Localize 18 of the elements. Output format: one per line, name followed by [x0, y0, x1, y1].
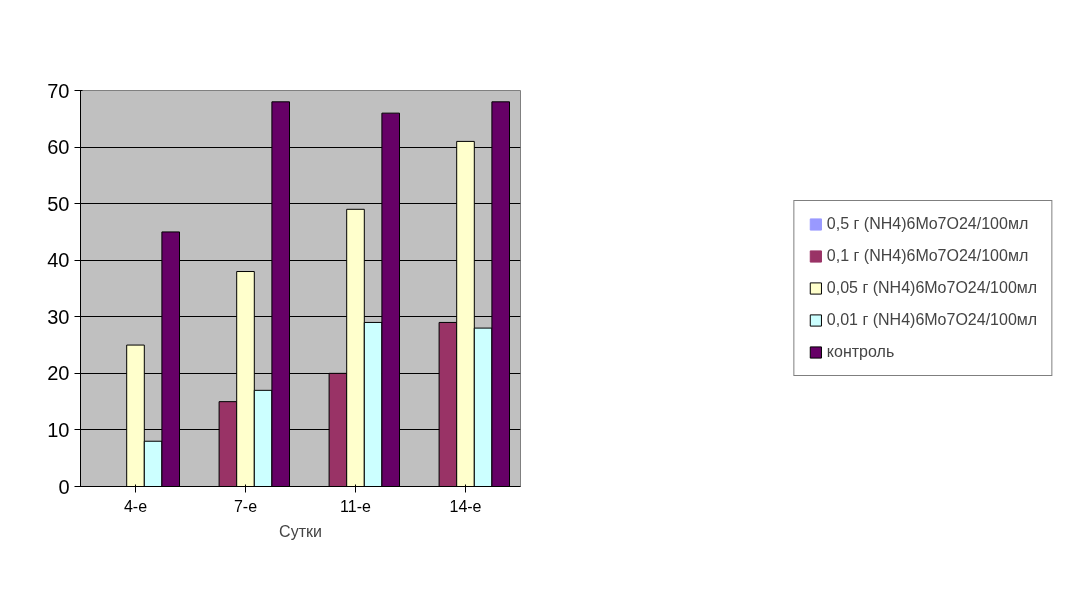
x-tick-label: 4-е [123, 497, 148, 515]
x-tick-label: 11-е [340, 497, 372, 515]
legend-label: 0,01 г (NH4)6Mo7O24/100мл [826, 311, 1038, 329]
legend-label: 0,05 г (NH4)6Mo7O24/100мл [826, 279, 1038, 297]
legend-label: контроль [826, 343, 895, 361]
y-tick-label: 70 [47, 79, 70, 102]
y-tick-label: 50 [47, 192, 70, 215]
y-tick-label: 0 [58, 475, 70, 498]
y-tick-label: 40 [47, 249, 70, 272]
legend-label: 0,5 г (NH4)6Mo7O24/100мл [826, 215, 1029, 233]
y-tick-label: 10 [47, 418, 70, 441]
x-tick-label: 7-е [233, 497, 258, 515]
x-axis-title: Сутки [279, 522, 322, 540]
y-tick-label: 30 [47, 305, 70, 328]
y-tick-label: 20 [47, 362, 70, 385]
x-tick-label: 14-е [449, 497, 482, 515]
legend-label: 0,1 г (NH4)6Mo7O24/100мл [826, 247, 1029, 265]
y-tick-label: 60 [47, 136, 70, 159]
